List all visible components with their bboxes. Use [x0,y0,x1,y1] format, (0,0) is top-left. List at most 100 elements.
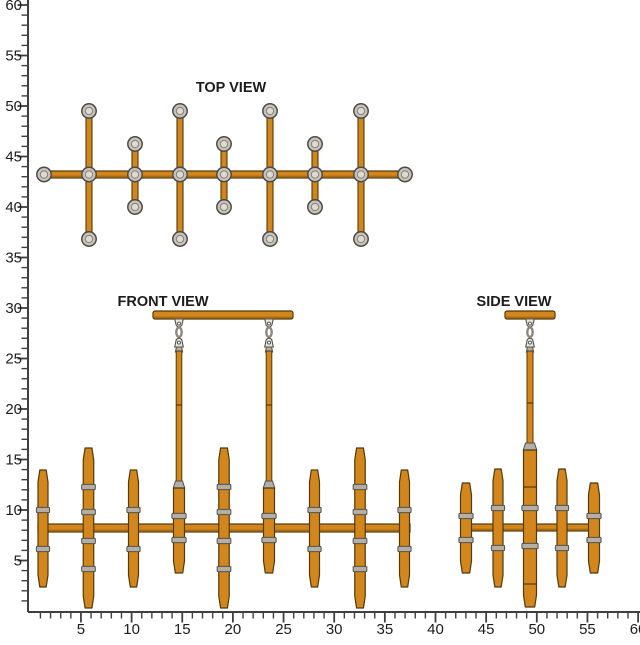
connector-fitting-inner [175,106,185,116]
coupler-band [261,536,277,544]
connector-fitting-inner [265,106,275,116]
coupler-band [490,504,506,512]
inner-arm-tube [556,468,568,588]
connector-fitting-inner [356,106,366,116]
clevis-hole [528,340,532,345]
rod-sleeve-tube [262,487,276,574]
coupler-band [35,545,51,553]
coupler-band [216,537,232,545]
coupler-band [81,508,96,516]
connector-fitting-inner [130,170,140,179]
y-axis-tick-label: 45 [5,149,22,166]
coupler-band [35,506,51,514]
rod-sleeve-tube [172,487,186,574]
coupler-band [352,483,368,491]
x-axis-tick-label: 40 [427,621,444,638]
swivel-link [175,326,183,339]
tube-collar [522,442,538,451]
clevis-hole [267,321,271,326]
coupler-band [458,536,474,544]
connector-fitting-inner [175,170,185,179]
connector-fitting-inner [356,170,366,179]
x-axis-tick-label: 50 [528,621,545,638]
rulers: 5510101515202025253030353540404545505055… [5,0,640,638]
connector-fitting-inner [219,202,229,212]
coupler-band [490,544,506,552]
coupler-band [81,537,96,545]
coupler-band [307,506,322,514]
side-view: SIDE VIEW [458,294,602,608]
connector-fitting-inner [219,139,229,149]
hanger-rod [526,350,534,445]
coupler-band [352,537,368,545]
clevis-hole [177,340,181,345]
coupler-band [397,506,412,514]
connector-fitting-inner [84,170,94,179]
hanger-rod [265,350,273,488]
coupler-band [521,504,539,512]
short-tube [308,469,321,588]
center-tube [522,449,538,608]
connector-fitting-inner [265,170,275,179]
connector-fitting-inner [130,139,140,149]
connector-fitting-inner [356,234,366,244]
x-axis-tick-label: 60 [630,621,640,638]
x-axis-tick-label: 15 [174,621,191,638]
short-tube [37,469,49,588]
clevis-hole [528,321,532,326]
coupler-band [554,504,570,512]
connector-fitting-inner [310,139,320,149]
coupler-band [171,512,187,520]
y-axis-tick-label: 35 [5,250,22,267]
coupler-band [397,545,412,553]
tube-collar [172,480,186,489]
hanger-rod [175,350,183,488]
inner-arm-tube [492,468,504,588]
outer-arm-tube [587,482,601,574]
side-view-title: SIDE VIEW [477,294,552,310]
connector-fitting-inner [84,106,94,116]
y-axis-tick-label: 50 [5,98,22,115]
connector-fitting-inner [39,170,49,179]
connector-fitting-inner [310,170,320,179]
front-view: FRONT VIEW [35,294,412,609]
y-axis-tick-label: 20 [5,401,22,418]
coupler-band [458,512,474,520]
coupler-band [126,506,141,514]
y-axis-tick-label: 5 [14,553,22,570]
x-axis-tick-label: 35 [377,621,394,638]
x-axis-tick-label: 10 [123,621,140,638]
y-axis-tick-label: 60 [5,0,22,14]
connector-fitting-inner [130,202,140,212]
coupler-band [171,536,187,544]
swivel-link [265,326,273,339]
connector-fitting-inner [265,234,275,244]
y-axis-tick-label: 40 [5,199,22,216]
short-tube [398,469,411,588]
tube-collar [262,480,276,489]
coupler-band [126,545,141,553]
tall-tube [354,447,366,609]
x-axis-tick-label: 5 [77,621,85,638]
connector-fitting-inner [400,170,410,179]
connector-fitting-inner [219,170,229,179]
front-view-title: FRONT VIEW [117,294,208,310]
tall-tube [82,447,95,609]
y-axis-tick-label: 15 [5,452,22,469]
coupler-band [554,544,570,552]
x-axis-tick-label: 55 [579,621,596,638]
x-axis-tick-label: 25 [275,621,292,638]
y-axis-tick-label: 55 [5,48,22,65]
coupler-band [216,508,232,516]
coupler-band [261,512,277,520]
y-axis-tick-label: 30 [5,300,22,317]
coupler-band [81,565,96,573]
coupler-band [586,536,602,544]
clevis-hole [267,340,271,345]
top-view: TOP VIEW [36,80,413,247]
coupler-band [307,545,322,553]
connector-fitting-inner [175,234,185,244]
swivel-link [526,326,534,339]
